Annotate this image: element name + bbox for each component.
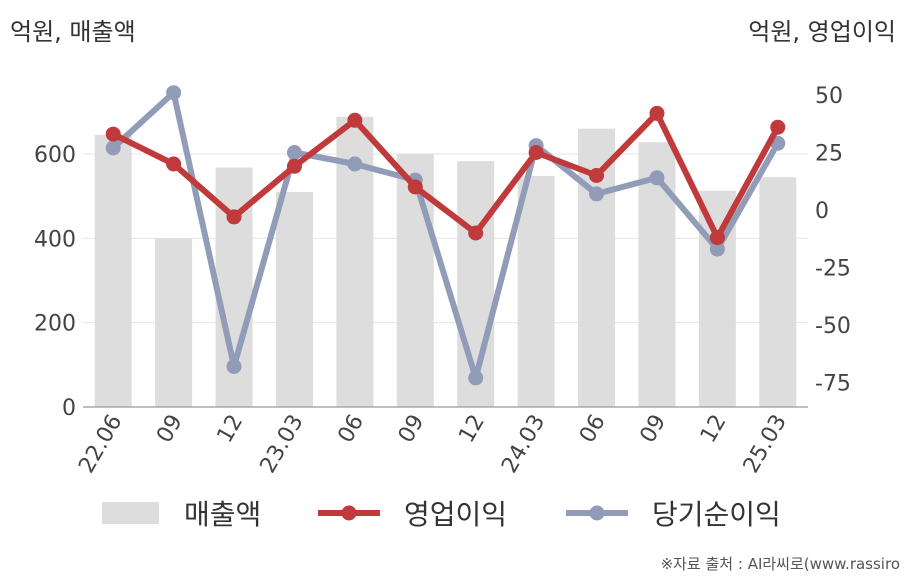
x-tick-label: 12: [213, 411, 249, 448]
point-영업이익: [166, 156, 182, 172]
right-tick-label: 25: [815, 142, 843, 167]
point-당기순이익: [226, 358, 242, 374]
point-영업이익: [105, 126, 121, 142]
bar-매출액: [517, 175, 555, 407]
bar-매출액: [759, 177, 797, 407]
x-tick-label: 06: [333, 411, 369, 448]
point-영업이익: [528, 145, 544, 160]
x-tick-label: 12: [696, 411, 732, 448]
point-영업이익: [407, 179, 423, 195]
point-당기순이익: [347, 156, 363, 172]
x-tick-label: 12: [454, 411, 490, 448]
point-영업이익: [468, 225, 484, 241]
legend-label-당기순이익: 당기순이익: [652, 498, 781, 531]
left-tick-label: 600: [34, 143, 76, 168]
right-tick-label: -75: [815, 372, 851, 397]
legend-label-영업이익: 영업이익: [404, 498, 507, 531]
right-tick-label: -25: [815, 257, 851, 282]
point-당기순이익: [649, 170, 665, 186]
point-영업이익: [770, 119, 786, 135]
x-tick-label: 09: [394, 411, 430, 448]
right-axis-unit: 억원, 영업이익: [748, 18, 896, 46]
legend-swatch-매출액: [102, 502, 159, 524]
bar-매출액: [155, 238, 193, 407]
x-tick-label: 25.03: [739, 411, 792, 478]
point-당기순이익: [709, 241, 725, 257]
left-axis-unit: 억원, 매출액: [10, 18, 136, 46]
line-당기순이익: [110, 89, 781, 381]
point-당기순이익: [589, 186, 605, 202]
point-영업이익: [649, 105, 665, 121]
point-당기순이익: [286, 145, 302, 160]
right-tick-label: -50: [815, 314, 851, 339]
bar-매출액: [94, 135, 132, 407]
legend-label-매출액: 매출액: [184, 498, 261, 531]
left-tick-label: 200: [34, 312, 76, 337]
x-tick-label: 23.03: [256, 411, 309, 478]
point-영업이익: [589, 168, 605, 183]
left-tick-label: 400: [34, 227, 76, 252]
x-tick-label: 22.06: [74, 411, 127, 478]
bar-매출액: [638, 142, 676, 407]
line-영업이익: [110, 110, 781, 241]
point-당기순이익: [105, 140, 121, 156]
bars: [94, 116, 797, 407]
x-tick-label: 09: [636, 411, 672, 448]
x-tick-label: 24.03: [497, 411, 550, 478]
x-tick-label: 06: [575, 411, 611, 448]
legend-marker-당기순이익: [589, 505, 605, 521]
point-영업이익: [226, 209, 242, 225]
legend: 매출액 영업이익 당기순이익: [102, 498, 781, 531]
point-당기순이익: [468, 370, 484, 386]
point-당기순이익: [166, 85, 182, 101]
source-note: ※자료 출처 : AI라씨로(www.rassiro: [660, 555, 900, 573]
point-영업이익: [347, 112, 363, 128]
point-영업이익: [709, 230, 725, 246]
point-영업이익: [286, 158, 302, 174]
lines: [105, 85, 786, 386]
left-tick-label: 0: [62, 396, 76, 421]
legend-marker-영업이익: [341, 505, 357, 521]
right-tick-label: 0: [815, 199, 829, 224]
right-tick-label: 50: [815, 84, 843, 109]
x-tick-label: 09: [152, 411, 188, 448]
bar-매출액: [275, 191, 313, 407]
